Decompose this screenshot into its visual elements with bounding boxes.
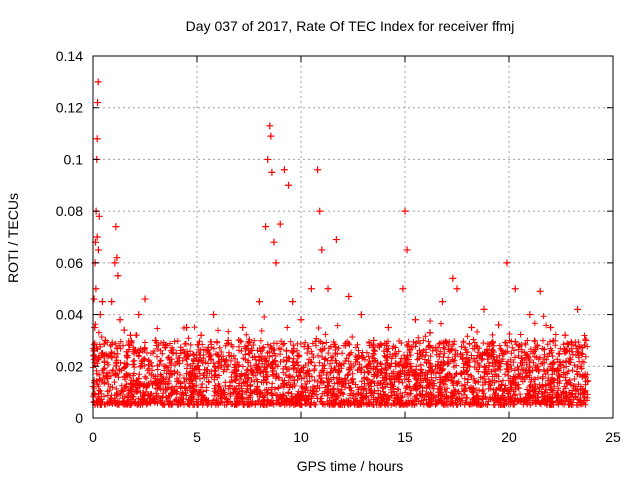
y-tick-label: 0.14 <box>56 48 83 64</box>
data-point <box>384 324 392 331</box>
data-point <box>90 295 98 303</box>
data-point <box>280 166 288 174</box>
data-point <box>495 321 503 329</box>
data-point <box>357 311 365 319</box>
data-point <box>151 336 159 344</box>
data-point <box>285 181 293 189</box>
data-point <box>268 168 276 176</box>
data-point <box>270 238 278 246</box>
data-point <box>276 220 284 228</box>
chart-title: Day 037 of 2017, Rate Of TEC Index for r… <box>186 18 515 34</box>
data-point <box>403 246 411 254</box>
y-tick-label: 0.1 <box>64 151 84 167</box>
data-point <box>112 223 120 231</box>
data-point <box>210 311 218 319</box>
data-point <box>401 207 409 215</box>
x-tick-label: 15 <box>397 429 413 445</box>
data-point <box>120 326 128 334</box>
data-point <box>266 122 274 130</box>
data-point <box>91 324 99 331</box>
data-point <box>370 336 378 344</box>
data-point <box>255 298 263 306</box>
y-axis-label: ROTI / TECUs <box>5 193 21 283</box>
data-point <box>111 259 119 267</box>
data-point <box>345 292 353 300</box>
data-point <box>511 285 519 293</box>
data-point <box>561 331 569 339</box>
data-point <box>239 324 247 331</box>
data-point <box>503 259 511 267</box>
data-point <box>449 274 457 282</box>
axis-ticks: 0 5 10 15 20 25 0 0.02 0.04 0.06 0.08 0.1 0.12 0.14 <box>56 48 621 445</box>
y-tick-label: 0.02 <box>56 358 83 374</box>
data-point <box>289 298 297 306</box>
data-point <box>438 298 446 306</box>
data-point <box>94 99 102 107</box>
data-points <box>90 78 590 357</box>
data-point <box>426 329 434 337</box>
data-point <box>135 311 143 319</box>
data-point <box>94 246 102 254</box>
data-point <box>453 285 461 293</box>
data-point <box>574 305 582 313</box>
x-axis-label: GPS time / hours <box>297 458 404 474</box>
data-point <box>101 336 109 344</box>
x-tick-label: 10 <box>293 429 309 445</box>
data-point <box>92 285 100 293</box>
data-point <box>94 78 102 86</box>
data-point <box>264 155 272 163</box>
y-tick-label: 0.08 <box>56 203 83 219</box>
x-tick-label: 20 <box>501 429 517 445</box>
data-point <box>411 316 419 324</box>
data-point <box>113 254 121 262</box>
data-point <box>224 336 232 344</box>
plot-frame <box>92 55 614 419</box>
y-tick-label: 0.12 <box>56 100 83 116</box>
y-tick-label: 0.06 <box>56 255 83 271</box>
data-point <box>318 246 326 254</box>
data-point <box>93 233 101 241</box>
data-point <box>141 295 149 303</box>
data-point <box>468 324 476 331</box>
y-tick-label: 0.04 <box>56 307 83 323</box>
data-point <box>332 236 340 244</box>
data-point <box>183 324 191 331</box>
data-point <box>267 132 275 140</box>
data-point <box>114 272 122 280</box>
y-tick-label: 0 <box>75 410 83 426</box>
data-point <box>314 166 322 174</box>
data-point <box>480 305 488 313</box>
data-point <box>126 331 134 339</box>
data-point <box>93 135 101 143</box>
x-tick-label: 0 <box>89 429 97 445</box>
x-tick-label: 25 <box>605 429 621 445</box>
data-point <box>262 223 270 231</box>
data-point <box>316 207 324 215</box>
data-point <box>582 336 590 344</box>
data-point <box>536 287 544 295</box>
data-point <box>272 259 280 267</box>
data-point <box>399 285 407 293</box>
data-point <box>162 342 170 350</box>
data-point <box>307 285 315 293</box>
data-point <box>547 324 555 331</box>
data-point <box>108 298 116 306</box>
x-tick-label: 5 <box>193 429 201 445</box>
data-point <box>95 212 103 220</box>
data-point <box>297 316 305 324</box>
data-point <box>197 331 205 339</box>
data-point <box>172 349 180 357</box>
data-point <box>526 311 534 319</box>
data-point <box>324 285 332 293</box>
data-point <box>98 298 106 306</box>
data-point <box>116 316 124 324</box>
